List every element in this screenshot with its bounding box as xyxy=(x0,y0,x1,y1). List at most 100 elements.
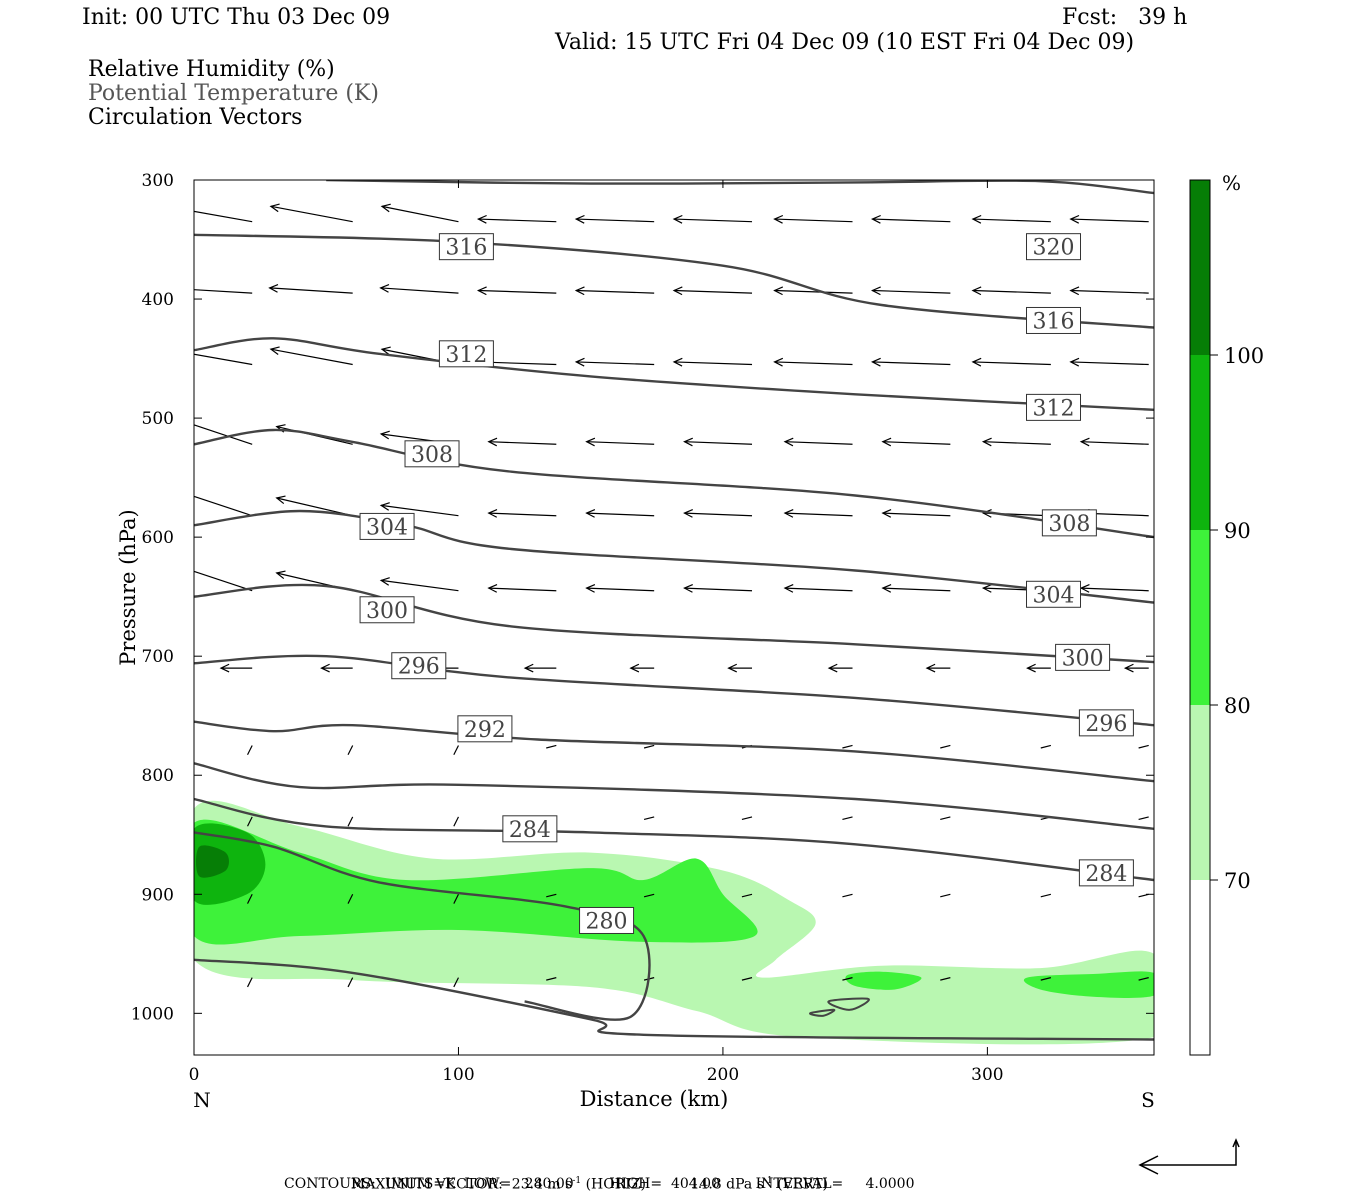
max-vert-exponent: -1 xyxy=(763,1176,773,1186)
circulation-vector xyxy=(727,663,753,673)
axis-end-label-north: N xyxy=(193,1088,211,1112)
circulation-vector xyxy=(347,894,354,904)
circulation-vector xyxy=(523,663,557,673)
svg-text:316: 316 xyxy=(1033,309,1075,334)
circulation-vector xyxy=(487,437,557,447)
circulation-vector xyxy=(574,286,655,296)
x-tick-label: 0 xyxy=(189,1065,200,1085)
circulation-vector xyxy=(546,893,557,898)
circulation-vector xyxy=(320,663,353,673)
theta-contour-316 xyxy=(194,233,1154,329)
svg-text:292: 292 xyxy=(464,718,506,743)
svg-text:308: 308 xyxy=(411,443,453,468)
plot-frame xyxy=(193,179,1155,1056)
circulation-vector xyxy=(871,214,951,224)
colorbar-frame xyxy=(1189,179,1211,1056)
contour-label-284: 284 xyxy=(502,815,558,843)
y-axis-title: Pressure (hPa) xyxy=(116,509,140,665)
rh-region xyxy=(194,823,266,905)
circulation-vector xyxy=(925,663,951,673)
valid-time: Valid: 15 UTC Fri 04 Dec 09 (10 EST Fri … xyxy=(555,30,1135,55)
circulation-vector xyxy=(940,816,951,821)
circulation-vector xyxy=(476,286,557,296)
circulation-vector xyxy=(585,509,655,518)
circulation-vector xyxy=(574,214,655,224)
circulation-vector xyxy=(246,816,253,827)
colorbar-band xyxy=(1190,880,1210,1055)
circulation-vector xyxy=(683,584,753,593)
circulation-vector xyxy=(881,509,951,518)
contour-label-300: 300 xyxy=(359,596,415,624)
theta-contour-304 xyxy=(194,509,1154,604)
circulation-vector xyxy=(194,210,253,223)
contour-label-312: 312 xyxy=(438,340,494,368)
svg-text:280: 280 xyxy=(586,909,628,934)
circulation-vector xyxy=(194,495,253,517)
circulation-vector xyxy=(546,977,557,981)
colorbar-band xyxy=(1190,355,1210,530)
contour-label-304: 304 xyxy=(1026,580,1082,608)
forecast-hour: Fcst: 39 h xyxy=(1062,5,1188,30)
contour-label-308: 308 xyxy=(404,440,460,468)
circulation-vector xyxy=(827,663,853,673)
theta-contour-284 xyxy=(194,797,1154,882)
circulation-vector xyxy=(1026,663,1051,673)
circulation-vector xyxy=(629,663,655,673)
circulation-vector xyxy=(1123,663,1149,673)
circulation-vector xyxy=(219,663,253,673)
circulation-vector xyxy=(268,284,353,294)
circulation-vector xyxy=(773,214,853,224)
circulation-vector xyxy=(1069,286,1149,296)
svg-text:304: 304 xyxy=(1033,583,1075,608)
circulation-vector xyxy=(1138,816,1149,821)
circulation-vector xyxy=(643,744,655,749)
circulation-vector xyxy=(379,502,459,517)
max-vector-line: MAXIMUM VECTOR: 23.4 m s-1 (HORIZ) 14.8 … xyxy=(342,1159,828,1193)
circulation-vector xyxy=(269,203,353,223)
circulation-vector xyxy=(842,893,853,898)
circulation-vector xyxy=(672,286,753,296)
circulation-vector xyxy=(379,577,459,592)
circulation-vector xyxy=(585,437,655,447)
circulation-vector xyxy=(683,509,753,518)
contour-label-296: 296 xyxy=(1078,709,1134,737)
circulation-vector xyxy=(1069,357,1149,367)
colorbar-tick-label: 70 xyxy=(1224,869,1251,893)
theta-contour-small-loop xyxy=(827,997,870,1011)
circulation-vector xyxy=(476,214,557,224)
circulation-vector xyxy=(842,816,853,821)
contour-info: CONTOURS: UNITS=K LOW= 280.00 HIGH= 404.… xyxy=(284,1176,915,1192)
contour-label-312: 312 xyxy=(1026,393,1082,421)
circulation-vector xyxy=(683,437,753,447)
y-tick-label: 500 xyxy=(142,409,174,429)
circulation-vector xyxy=(741,893,753,898)
svg-text:296: 296 xyxy=(1085,712,1127,737)
circulation-vector xyxy=(246,894,253,904)
circulation-vector xyxy=(379,284,459,294)
circulation-vector xyxy=(347,977,354,988)
max-horiz-unit: (HORIZ) xyxy=(585,1176,646,1193)
circulation-vector xyxy=(453,977,459,988)
axis-end-label-south: S xyxy=(1141,1088,1155,1112)
circulation-vector xyxy=(246,745,253,756)
circulation-vector xyxy=(741,816,753,821)
circulation-vector xyxy=(453,816,459,827)
rh-region xyxy=(845,971,922,990)
circulation-vector xyxy=(246,977,253,988)
colorbar-tick-label: 90 xyxy=(1224,519,1251,543)
circulation-vector xyxy=(881,437,951,447)
circulation-vector xyxy=(741,977,753,981)
circulation-vector xyxy=(1138,977,1149,981)
circulation-vector xyxy=(194,289,253,294)
circulation-vector xyxy=(871,357,951,367)
contour-label-280: 280 xyxy=(579,906,635,934)
circulation-vector xyxy=(194,353,253,366)
max-horiz-value: 23.4 m s xyxy=(511,1176,573,1193)
svg-text:320: 320 xyxy=(1033,236,1075,261)
theta-contour-296 xyxy=(194,654,1154,727)
circulation-vector xyxy=(269,346,353,366)
circulation-vector xyxy=(380,203,459,223)
reference-vector xyxy=(1138,1138,1240,1175)
circulation-vector xyxy=(773,286,853,296)
